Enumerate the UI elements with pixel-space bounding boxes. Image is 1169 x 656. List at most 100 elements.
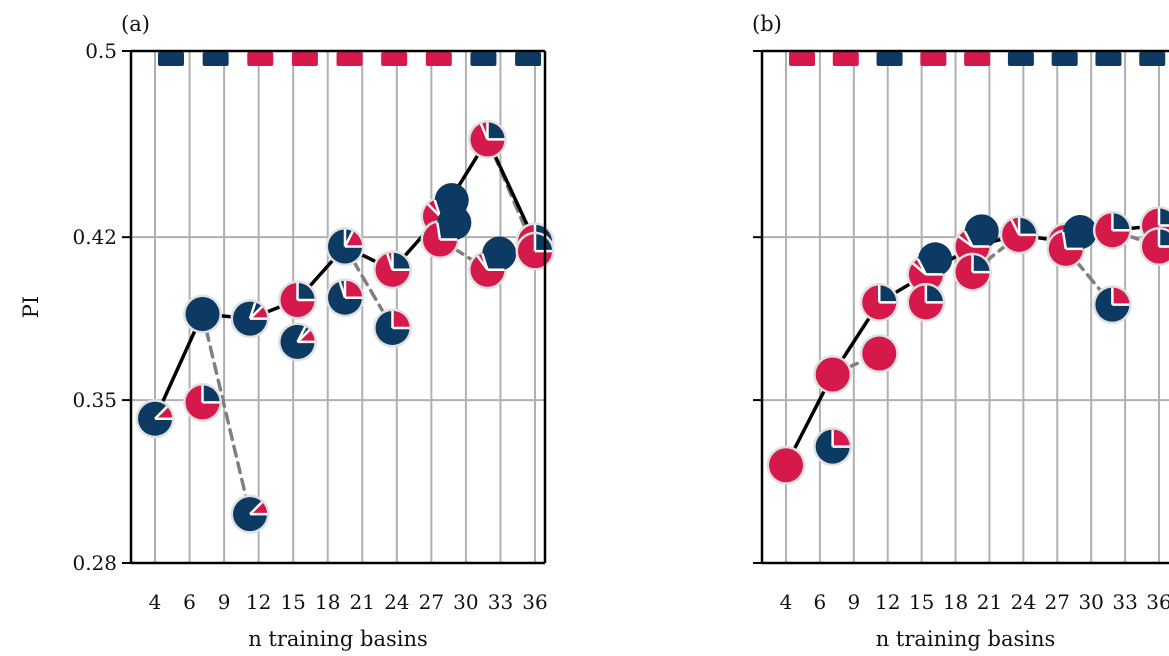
pie-point: [373, 308, 412, 348]
pie-point-wedge: [925, 285, 943, 303]
pie-point-divider: [1061, 231, 1067, 250]
y-axis-label: PI: [19, 296, 43, 318]
x-tick-label: 21: [350, 590, 375, 614]
y-tick-label: 0.35: [72, 388, 117, 412]
pie-point: [183, 382, 222, 422]
pie-point: [1139, 226, 1169, 266]
top-category-marker: [291, 52, 318, 66]
panel-b: 4 6 9 12 15 18 21 24 27 30 33 36 n training basins (b…: [752, 12, 1169, 651]
pie-point: [325, 278, 365, 318]
y-tick-label: 0.28: [72, 551, 117, 575]
pie-point: [278, 322, 317, 362]
pie-point-wedge: [964, 214, 999, 247]
pie-point-divider: [1010, 219, 1021, 236]
top-category-marker: [247, 52, 274, 66]
pie-point-wedge: [918, 242, 953, 275]
x-axis-label: n training basins: [248, 627, 428, 651]
pie-point: [135, 399, 175, 439]
pie-point-wedge: [392, 252, 410, 270]
top-category-marker: [832, 52, 859, 66]
pie-point-divider: [248, 302, 257, 320]
pie-point-divider: [958, 235, 974, 248]
top-category-marker: [336, 52, 363, 66]
pie-point-wedge: [437, 205, 472, 240]
x-tick-label: 24: [384, 590, 409, 614]
pie-point-wedge: [1159, 208, 1169, 226]
pie-point-wedge: [1019, 217, 1037, 235]
pie-point-wedge: [482, 236, 517, 270]
pie-point-divider: [338, 281, 347, 299]
pie-point: [813, 354, 853, 394]
pie-point-wedge: [202, 385, 220, 403]
pie-point: [420, 205, 472, 260]
pie-point-wedge: [1112, 287, 1130, 305]
pie-point-base: [862, 336, 897, 371]
pie-point: [468, 236, 517, 290]
top-category-marker: [425, 52, 452, 66]
pie-point: [183, 294, 222, 334]
x-tick-label: 9: [847, 590, 860, 614]
x-tick-label: 24: [1011, 590, 1036, 614]
pie-point-wedge: [392, 310, 410, 328]
top-category-marker: [789, 52, 815, 66]
pie-point-wedge: [535, 234, 552, 252]
pie-point-base: [815, 357, 850, 392]
x-tick-label: 12: [875, 590, 900, 614]
pie-point: [373, 250, 412, 290]
pie-point-divider: [963, 230, 974, 248]
pie-point-divider: [433, 199, 442, 217]
x-axis-label: n training basins: [876, 627, 1056, 651]
pie-point: [813, 427, 853, 467]
pie-point: [325, 226, 365, 266]
pie-point-wedge: [1112, 213, 1130, 231]
panel-a: 0.28 0.35 0.42 0.5 4 6 9 12 15 18 21 24 27 30 33 36 n tr…: [19, 12, 555, 651]
pie-point: [906, 242, 953, 294]
top-category-marker: [515, 52, 542, 66]
pie-point-wedge: [487, 122, 505, 140]
pie-point-base: [769, 448, 803, 483]
pie-point: [953, 252, 992, 292]
x-tick-label: 18: [943, 590, 968, 614]
top-category-marker: [964, 52, 991, 66]
x-tick-label: 30: [453, 590, 478, 614]
top-category-marker: [381, 52, 408, 66]
pie-point: [859, 282, 899, 322]
pie-point-divider: [912, 262, 927, 276]
panel-label: (b): [752, 12, 782, 36]
x-tick-label: 9: [218, 590, 231, 614]
pie-point: [766, 445, 806, 485]
pie-point-divider: [436, 222, 442, 240]
x-tick-label: 27: [1045, 590, 1070, 614]
pie-point: [230, 299, 270, 339]
x-tick-label: 15: [909, 590, 934, 614]
pie-point-divider: [296, 326, 307, 343]
x-tick-label: 6: [183, 590, 196, 614]
pie-point: [906, 282, 946, 322]
pie-point: [1046, 215, 1098, 269]
pie-point: [859, 334, 899, 374]
pie-point: [468, 119, 507, 159]
pie-point: [1092, 210, 1132, 250]
pie-point-divider: [249, 501, 263, 516]
pie-point-wedge: [879, 285, 897, 303]
pie-point-base: [185, 296, 220, 331]
x-tick-label: 4: [780, 590, 793, 614]
x-tick-label: 36: [522, 590, 547, 614]
pie-point-divider: [386, 253, 394, 271]
x-tick-label: 6: [814, 590, 827, 614]
pie-point: [999, 215, 1039, 255]
y-tick-label: 0.5: [85, 39, 117, 63]
y-tick-label: 0.42: [72, 225, 117, 249]
top-category-marker: [920, 52, 947, 66]
top-category-marker: [470, 52, 497, 66]
dashed-series-line: [200, 312, 252, 516]
pie-point-wedge: [972, 255, 990, 273]
pie-point-wedge: [345, 231, 362, 247]
x-tick-label: 27: [419, 590, 444, 614]
pie-point-divider: [479, 123, 489, 140]
panel-label: (a): [121, 12, 150, 36]
top-category-marker: [202, 52, 229, 66]
x-tick-label: 12: [246, 590, 271, 614]
x-tick-label: 4: [149, 590, 162, 614]
